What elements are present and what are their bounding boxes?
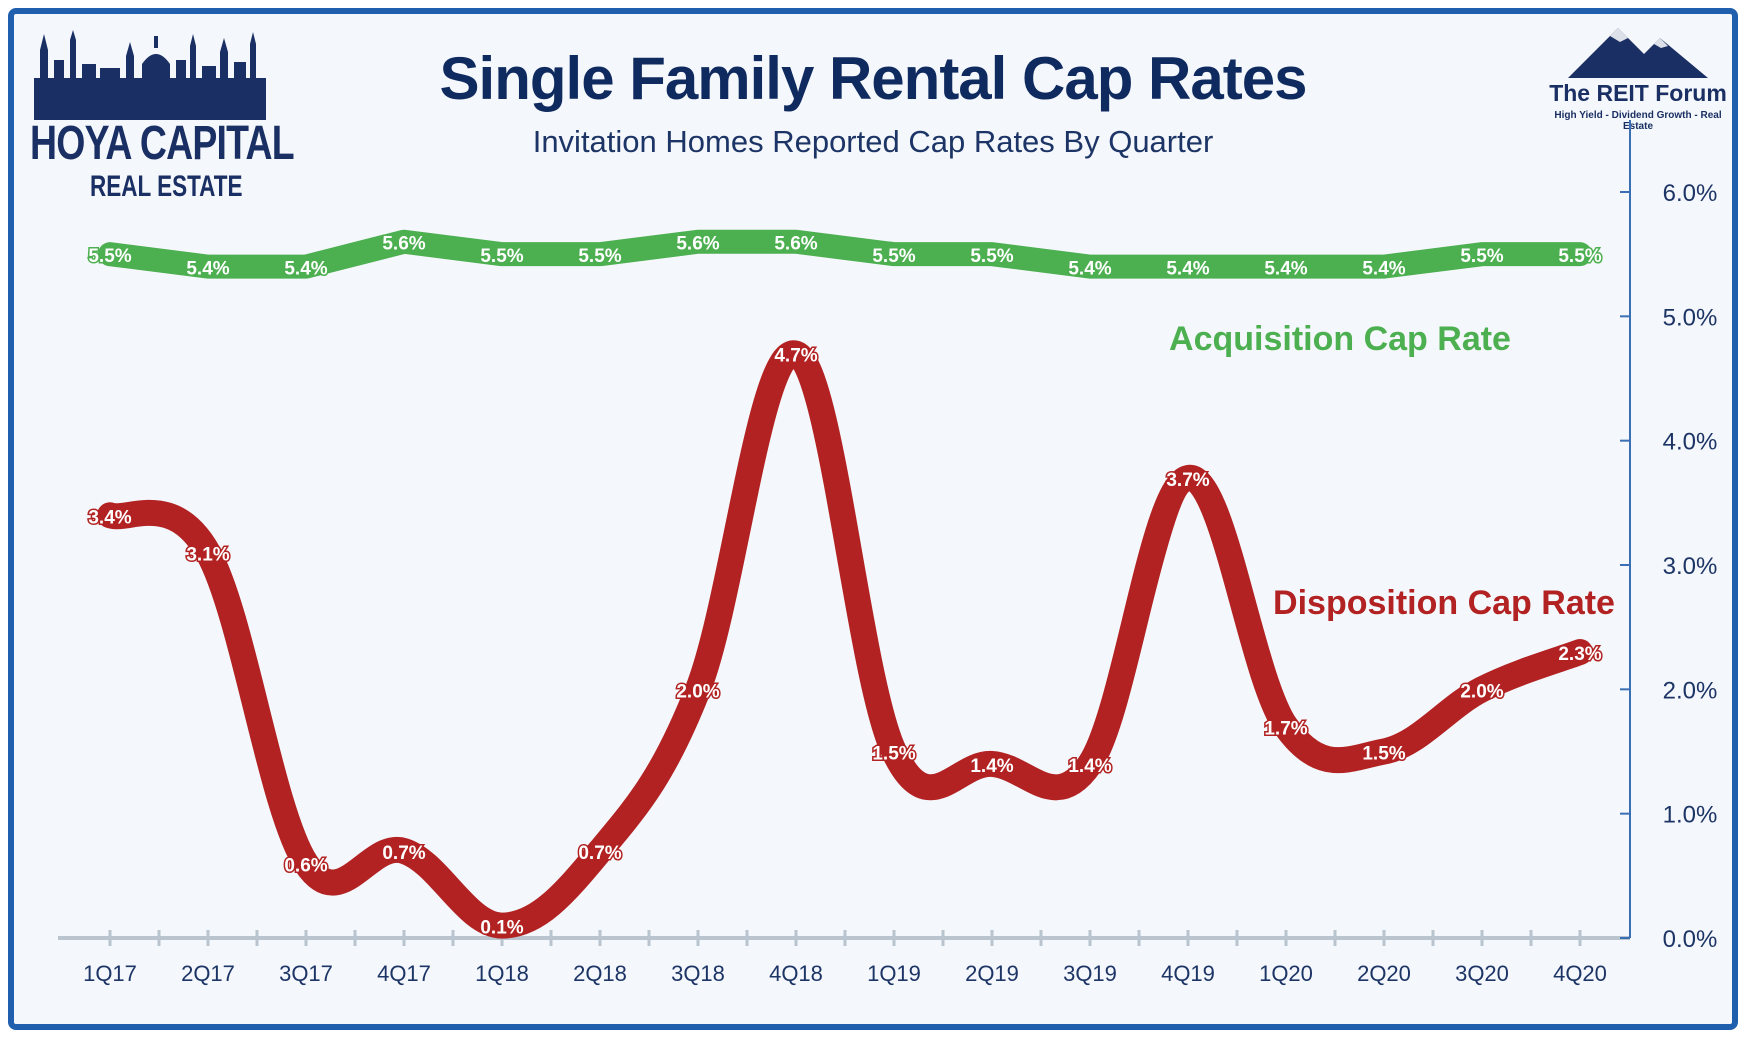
mountain-icon [1568, 28, 1708, 78]
y-tick-label: 6.0% [1663, 180, 1718, 207]
series-label-disposition: Disposition Cap Rate [1273, 584, 1615, 622]
y-tick-label: 2.0% [1663, 677, 1718, 704]
logo-text-real-estate: REAL ESTATE [90, 170, 243, 203]
hoya-capital-logo: HOYA CAPITAL REAL ESTATE [30, 30, 295, 206]
acquisition-data-label: 5.5% [872, 246, 915, 267]
reit-forum-logo: The REIT Forum High Yield - Dividend Gro… [1548, 22, 1728, 132]
acquisition-data-label: 5.5% [1558, 246, 1601, 267]
acquisition-data-label: 5.4% [186, 259, 229, 280]
x-tick-label: 1Q17 [83, 961, 137, 986]
disposition-data-label: 0.1% [480, 918, 523, 939]
x-tick-label: 2Q20 [1357, 961, 1411, 986]
x-tick-label: 4Q20 [1553, 961, 1607, 986]
acquisition-data-label: 5.4% [1068, 259, 1111, 280]
acquisition-data-label: 5.5% [578, 246, 621, 267]
acquisition-data-label: 5.6% [774, 234, 817, 255]
y-tick-label: 0.0% [1663, 926, 1718, 953]
acquisition-data-label: 5.5% [1460, 246, 1503, 267]
disposition-data-label: 0.7% [382, 843, 425, 864]
x-tick-label: 1Q18 [475, 961, 529, 986]
x-tick-label: 4Q19 [1161, 961, 1215, 986]
x-tick-label: 3Q17 [279, 961, 333, 986]
disposition-data-label: 4.7% [774, 346, 817, 367]
x-tick-label: 1Q20 [1259, 961, 1313, 986]
acquisition-data-label: 5.6% [382, 234, 425, 255]
x-tick-label: 4Q17 [377, 961, 431, 986]
acquisition-data-label: 5.5% [970, 246, 1013, 267]
disposition-line [97, 340, 1593, 939]
x-tick-label: 2Q17 [181, 961, 235, 986]
disposition-data-label: 1.7% [1264, 719, 1307, 740]
series-label-acquisition: Acquisition Cap Rate [1169, 320, 1511, 358]
chart-title: Single Family Rental Cap Rates [439, 45, 1308, 112]
acquisition-data-label: 5.4% [1166, 259, 1209, 280]
x-tick-label: 1Q19 [867, 961, 921, 986]
disposition-data-label: 3.4% [88, 507, 131, 528]
disposition-data-label: 1.4% [1068, 756, 1111, 777]
skyline-icon [34, 30, 266, 120]
chart-subtitle: Invitation Homes Reported Cap Rates By Q… [532, 124, 1214, 159]
acquisition-data-label: 5.6% [676, 234, 719, 255]
disposition-data-label: 2.0% [1460, 681, 1503, 702]
disposition-data-label: 1.5% [872, 744, 915, 765]
x-tick-label: 4Q18 [769, 961, 823, 986]
disposition-data-label: 2.3% [1558, 644, 1601, 665]
acquisition-data-label: 5.4% [1264, 259, 1307, 280]
x-tick-label: 2Q19 [965, 961, 1019, 986]
acquisition-data-label: 5.5% [88, 246, 131, 267]
disposition-data-label: 3.7% [1166, 470, 1209, 491]
x-tick-label: 3Q19 [1063, 961, 1117, 986]
y-tick-label: 1.0% [1663, 802, 1718, 829]
disposition-data-label: 0.6% [284, 855, 327, 876]
y-tick-label: 3.0% [1663, 553, 1718, 580]
disposition-data-label: 1.4% [970, 756, 1013, 777]
disposition-data-label: 2.0% [676, 681, 719, 702]
logo-tagline: High Yield - Dividend Growth - Real Esta… [1554, 110, 1722, 132]
y-tick-label: 4.0% [1663, 429, 1718, 456]
x-tick-label: 3Q18 [671, 961, 725, 986]
y-tick-label: 5.0% [1663, 304, 1718, 331]
x-tick-label: 3Q20 [1455, 961, 1509, 986]
disposition-data-label: 0.7% [578, 843, 621, 864]
acquisition-data-label: 5.4% [1362, 259, 1405, 280]
x-tick-label: 2Q18 [573, 961, 627, 986]
acquisition-data-label: 5.4% [284, 259, 327, 280]
logo-text-reit-forum: The REIT Forum [1549, 80, 1727, 106]
disposition-data-label: 3.1% [186, 545, 229, 566]
acquisition-line [98, 229, 1592, 279]
acquisition-data-label: 5.5% [480, 246, 523, 267]
disposition-data-label: 1.5% [1362, 744, 1405, 765]
